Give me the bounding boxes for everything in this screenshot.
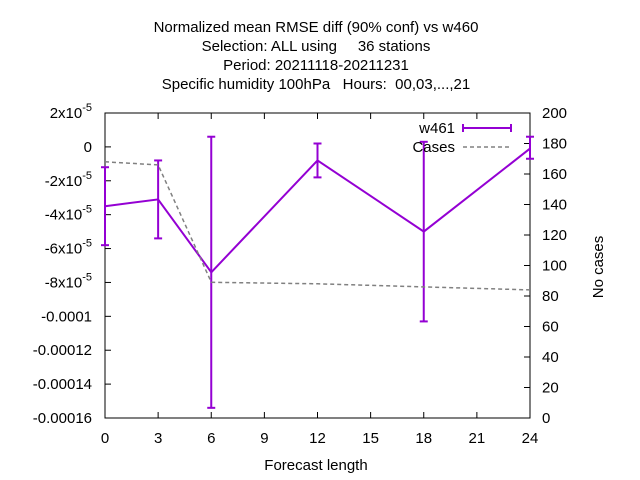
left-tick-label: -0.00014 <box>33 376 92 393</box>
series-line-1 <box>104 161 531 291</box>
title-line-1: Normalized mean RMSE diff (90% conf) vs … <box>154 19 479 36</box>
right-tick-label: 80 <box>542 288 559 305</box>
series-layer <box>101 135 534 409</box>
right-axis-label: No cases <box>590 236 607 299</box>
legend: w461 Cases <box>412 120 512 156</box>
right-y-axis: 0 20 40 60 80 100 120 140 160 180 200 <box>524 105 567 427</box>
left-tick-label: 2x10-5 <box>50 102 92 122</box>
x-tick-label: 18 <box>415 430 432 447</box>
x-tick-label: 24 <box>522 430 539 447</box>
x-tick-label: 6 <box>207 430 215 447</box>
x-tick-label: 0 <box>101 430 109 447</box>
x-tick-label: 21 <box>469 430 486 447</box>
right-tick-label: 160 <box>542 166 567 183</box>
right-tick-label: 180 <box>542 136 567 153</box>
left-tick-label: -4x10-5 <box>45 204 92 224</box>
x-tick-label: 12 <box>309 430 326 447</box>
x-axis-label: Forecast length <box>264 457 367 474</box>
left-y-axis: 2x10-5 0 -2x10-5 -4x10-5 -6x10-5 -8x10-5 -0.00… <box>33 102 111 427</box>
x-tick-label: 3 <box>154 430 162 447</box>
left-tick-label: 0 <box>84 139 92 156</box>
right-tick-label: 120 <box>542 227 567 244</box>
left-tick-label: -0.00012 <box>33 342 92 359</box>
legend-label: w461 <box>418 120 455 137</box>
right-tick-label: 60 <box>542 319 559 336</box>
left-tick-label: -0.00016 <box>33 410 92 427</box>
x-tick-label: 9 <box>260 430 268 447</box>
right-tick-label: 200 <box>542 105 567 122</box>
legend-label: Cases <box>412 139 455 156</box>
right-tick-label: 100 <box>542 258 567 275</box>
right-tick-label: 40 <box>542 349 559 366</box>
right-tick-label: 20 <box>542 380 559 397</box>
x-tick-label: 15 <box>362 430 379 447</box>
left-tick-label: -0.0001 <box>41 308 92 325</box>
title-line-4: Specific humidity 100hPa Hours: 00,03,..… <box>162 76 471 93</box>
chart-title: Normalized mean RMSE diff (90% conf) vs … <box>154 19 479 93</box>
left-tick-label: -2x10-5 <box>45 170 92 190</box>
title-line-3: Period: 20211118-20211231 <box>223 57 409 74</box>
title-line-2: Selection: ALL using 36 stations <box>202 38 431 55</box>
x-axis: 0 3 6 9 12 15 18 21 24 <box>101 113 539 447</box>
right-tick-label: 140 <box>542 197 567 214</box>
series-line-0 <box>104 147 531 274</box>
left-tick-label: -6x10-5 <box>45 238 92 258</box>
right-tick-label: 0 <box>542 410 550 427</box>
left-tick-label: -8x10-5 <box>45 271 92 291</box>
